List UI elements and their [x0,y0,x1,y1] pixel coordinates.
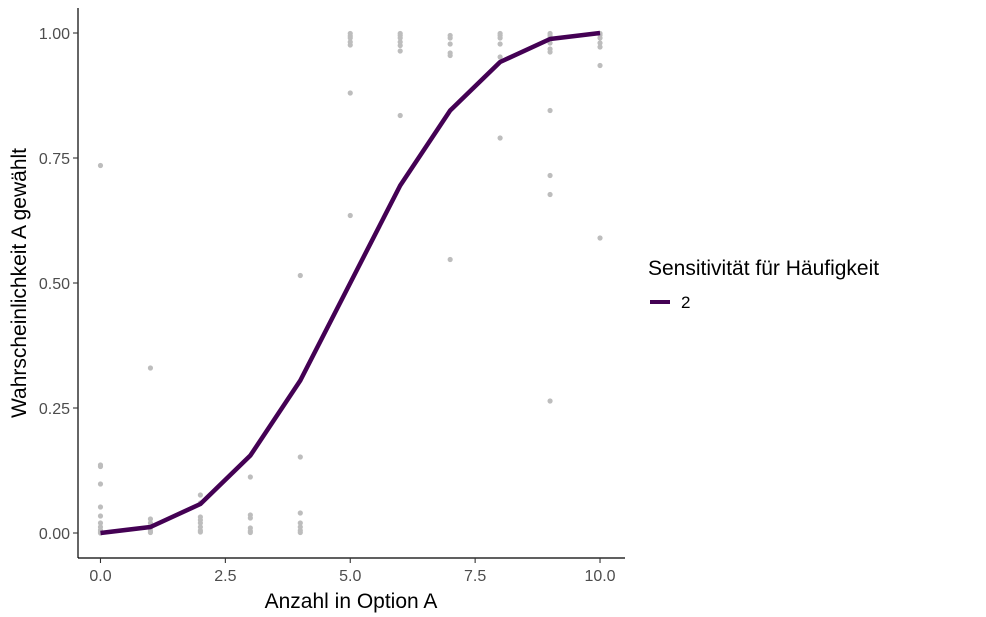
x-tick-label: 5.0 [339,568,361,585]
y-tick-label: 0.25 [39,401,70,418]
y-ticks: 0.00 0.25 0.50 0.75 1.00 [39,26,78,543]
scatter-point [197,529,203,535]
x-ticks: 0.0 2.5 5.0 7.5 10.0 [89,558,616,585]
y-tick-label: 0.50 [39,276,70,293]
scatter-point [247,515,253,521]
y-axis-title: Wahrscheinlichkeit A gewählt [8,148,31,418]
x-tick-label: 2.5 [214,568,236,585]
scatter-point [597,40,603,46]
scatter-point [447,41,453,47]
x-tick-label: 0.0 [89,568,111,585]
x-axis-title: Anzahl in Option A [265,590,438,613]
x-tick-label: 10.0 [584,568,615,585]
scatter-point [247,474,253,480]
legend-title: Sensitivität für Häufigkeit [648,257,879,280]
y-tick-label: 0.00 [39,526,70,543]
scatter-point [97,463,104,470]
scatter-point [297,272,303,279]
scatter-point [547,398,553,404]
legend-label: 2 [681,293,690,312]
scatter-point [497,54,503,60]
scatter-point [547,49,553,55]
scatter-point [97,162,104,169]
scatter-point [447,52,453,59]
scatter-point [97,520,104,526]
scatter-point [347,212,353,219]
line-layer [100,30,601,536]
scatter-point [397,42,403,49]
scatter-point [597,62,603,69]
scatter-point [597,35,603,41]
scatter-point [297,529,303,536]
scatter-point [347,42,353,48]
scatter-point [597,44,603,50]
scatter-point [497,135,503,141]
series-line [100,30,601,536]
scatter-point [197,492,203,498]
x-tick-label: 7.5 [464,568,486,585]
scatter-point [97,504,104,510]
scatter-point [547,107,553,114]
scatter-point [147,529,154,536]
scatter-point [97,513,104,519]
scatter-point [97,481,104,487]
scatter-point [497,41,503,47]
scatter-point [197,520,203,526]
scatter-point [397,35,403,41]
scatter-point [147,516,154,522]
scatter-point [347,35,353,41]
scatter-point [397,48,403,54]
scatter-point [447,256,453,263]
scatter-point [297,520,303,526]
scatter-point [447,35,453,41]
scatter-point [547,172,553,179]
legend: Sensitivität für Häufigkeit 2 [648,257,879,312]
scatter-point [397,112,403,119]
scatter-point [347,90,353,96]
scatter-point [247,529,253,536]
y-tick-label: 0.75 [39,151,70,168]
scatter-point [147,365,154,371]
scatter-point [547,191,553,198]
scatter-point [297,510,303,516]
scatter-layer [97,30,603,536]
scatter-point [597,235,603,241]
scatter-point [497,35,503,41]
scatter-point [297,454,303,460]
y-tick-label: 1.00 [39,26,70,43]
